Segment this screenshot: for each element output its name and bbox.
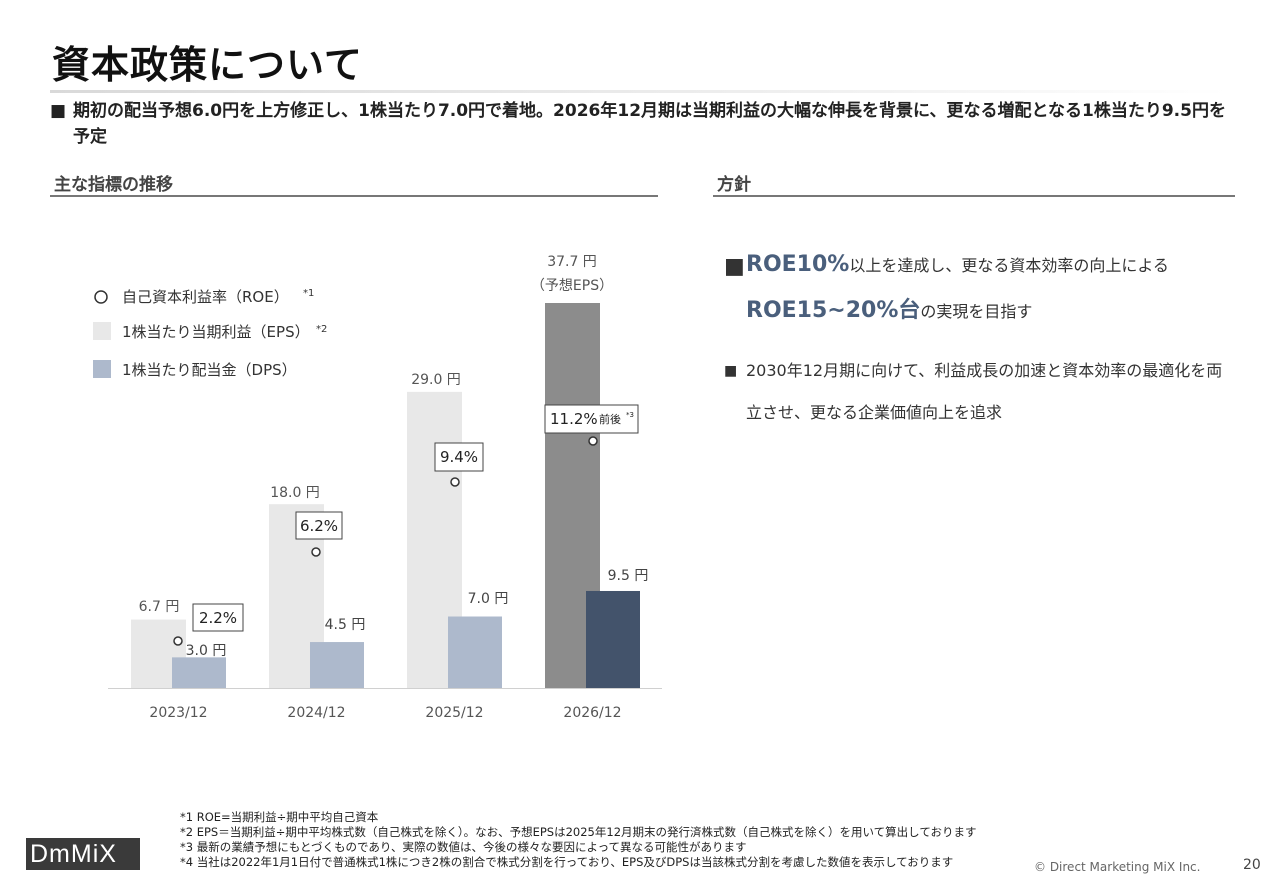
dps-data-label: 9.5 円 [608, 568, 649, 584]
summary-text: 期初の配当予想6.0円を上方修正し、1株当たり7.0円で着地。2026年12月期… [73, 101, 1226, 147]
footnote: *1 ROE=当期利益÷期中平均自己資本 [180, 810, 379, 824]
footnote: *4 当社は2022年1月1日付で普通株式1株につき2株の割合で株式分割を行って… [180, 855, 954, 869]
roe-label-box [192, 603, 244, 632]
eps-data-label: 37.7 円 [547, 254, 597, 270]
legend-dps-swatch [93, 360, 111, 378]
dps-data-label: 3.0 円 [186, 643, 227, 659]
page-number: 20 [1243, 857, 1261, 873]
dps-bar [448, 616, 502, 688]
roe-data-label: 11.2% [550, 410, 598, 428]
footnotes: *1 ROE=当期利益÷期中平均自己資本 *2 EPS＝当期利益÷期中平均株式数… [180, 810, 976, 870]
roe-target-2: ROE15~20%台 [746, 298, 921, 323]
dps-bar [586, 590, 640, 688]
summary-bullet: ■ [50, 101, 67, 121]
right-section-heading: 方針 [717, 175, 751, 195]
legend-dps-label: 1株当たり配当金（DPS） [122, 361, 297, 379]
legend-roe-label: 自己資本利益率（ROE） [122, 288, 289, 306]
title-divider [50, 90, 1230, 93]
roe-marker [588, 436, 598, 446]
policy-bullet-2-marker: ■ [724, 363, 738, 379]
legend-roe-marker [94, 290, 108, 304]
policy-bullet-1-marker: ■ [724, 254, 745, 279]
eps-data-label: 29.0 円 [411, 372, 461, 388]
dps-bar [310, 642, 364, 688]
roe-data-label-suffix: 前後 [599, 412, 621, 426]
company-logo: DmMiX [26, 838, 140, 870]
left-section-heading: 主な指標の推移 [54, 175, 173, 195]
dps-data-label: 7.0 円 [468, 591, 509, 607]
dps-bar [172, 657, 226, 688]
eps-data-label: 18.0 円 [270, 485, 320, 501]
right-section-rule [713, 195, 1235, 197]
forecast-eps-note: （予想EPS） [531, 278, 613, 294]
roe-data-label-footnote: *3 [626, 411, 634, 419]
footnote: *2 EPS＝当期利益÷期中平均株式数（自己株式を除く）。なお、予想EPSは20… [180, 825, 977, 839]
legend-eps-swatch [93, 322, 111, 340]
roe-target-1: ROE10% [746, 252, 850, 277]
roe-label-box [295, 511, 343, 540]
dps-data-label: 4.5 円 [325, 617, 366, 633]
eps-data-label: 6.7 円 [139, 599, 180, 615]
policy-bullet-2-text: 2030年12月期に向けて、利益成長の加速と資本効率の最適化を両立させ、更なる企… [746, 361, 1223, 422]
legend-eps-footnote: *2 [316, 324, 327, 335]
roe-marker [173, 636, 183, 646]
roe-marker [311, 547, 321, 557]
indicator-chart: 2023/12 2024/12 2025/12 2026/12 6.7 円 18.0 円 2… [93, 254, 662, 721]
policy-bullet-1-text2: の実現を目指す [920, 302, 1033, 321]
roe-data-label: 2.2% [199, 609, 237, 627]
copyright: © Direct Marketing MiX Inc. [1034, 860, 1201, 874]
roe-label-box [544, 404, 639, 434]
x-tick-label: 2023/12 [149, 705, 207, 721]
x-tick-label: 2026/12 [563, 705, 621, 721]
x-tick-label: 2024/12 [287, 705, 345, 721]
policy-bullet-1-text1: 以上を達成し、更なる資本効率の向上による [849, 256, 1169, 275]
legend-roe-footnote: *1 [303, 288, 314, 299]
left-section-rule [50, 195, 658, 197]
policy-bullet-2: ■ 2030年12月期に向けて、利益成長の加速と資本効率の最適化を両立させ、更な… [724, 350, 1224, 434]
roe-data-label: 9.4% [440, 448, 478, 466]
roe-label-box [434, 442, 484, 472]
legend-eps-label: 1株当たり当期利益（EPS） [122, 323, 310, 341]
footnote: *3 最新の業績予想にもとづくものであり、実際の数値は、今後の様々な要因によって… [180, 840, 747, 854]
summary-block: ■ 期初の配当予想6.0円を上方修正し、1株当たり7.0円で着地。2026年12… [50, 98, 1230, 150]
roe-data-label: 6.2% [300, 517, 338, 535]
page-title: 資本政策について [52, 43, 363, 87]
roe-marker [450, 477, 460, 487]
x-tick-label: 2025/12 [425, 705, 483, 721]
